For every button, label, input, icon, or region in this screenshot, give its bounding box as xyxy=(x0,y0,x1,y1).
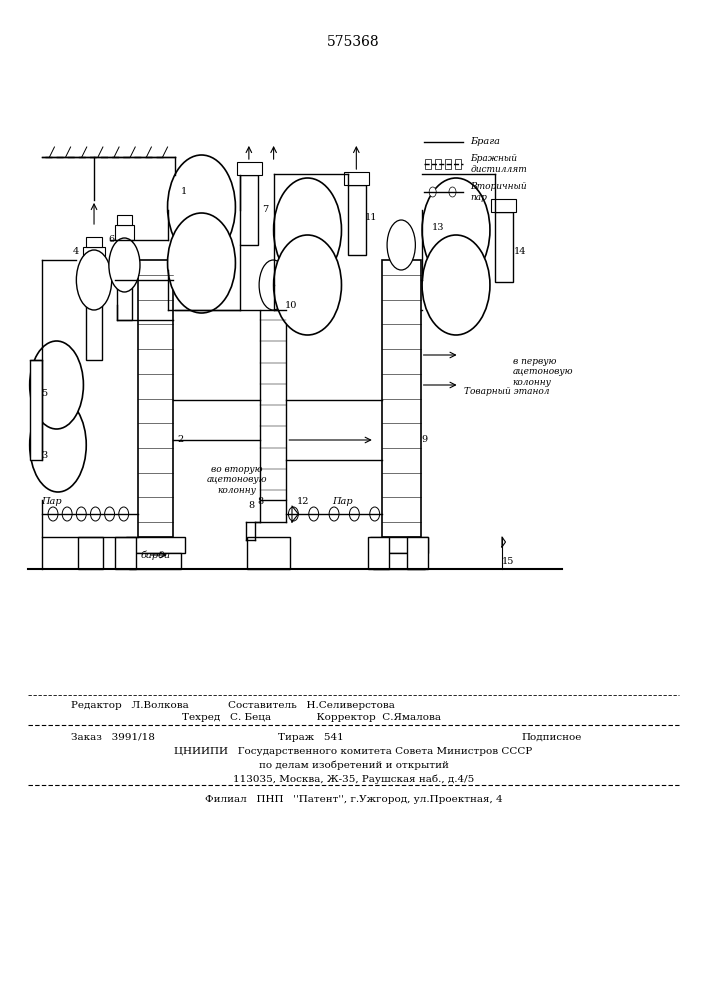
Ellipse shape xyxy=(76,250,112,310)
Text: 4: 4 xyxy=(74,247,79,256)
Text: Подписное: Подписное xyxy=(521,732,582,742)
Bar xyxy=(407,537,428,569)
Circle shape xyxy=(48,507,58,521)
Text: Заказ   3991/18: Заказ 3991/18 xyxy=(71,732,155,742)
Text: Техред   С. Беца              Корректор  С.Ямалова: Техред С. Беца Корректор С.Ямалова xyxy=(182,712,440,722)
Bar xyxy=(348,185,366,255)
Bar xyxy=(495,212,513,282)
Bar xyxy=(237,162,262,175)
Circle shape xyxy=(329,507,339,521)
Ellipse shape xyxy=(30,341,83,429)
Bar xyxy=(115,537,136,569)
Bar xyxy=(138,260,173,537)
Bar xyxy=(435,159,440,169)
Ellipse shape xyxy=(422,235,490,335)
Ellipse shape xyxy=(109,238,140,292)
Circle shape xyxy=(449,187,456,197)
Text: 2: 2 xyxy=(177,436,183,444)
Text: 15: 15 xyxy=(501,558,514,566)
Text: 3: 3 xyxy=(42,450,47,460)
Bar xyxy=(83,247,105,265)
Circle shape xyxy=(76,507,86,521)
Text: Тираж   541: Тираж 541 xyxy=(279,732,344,742)
Text: 10: 10 xyxy=(285,300,298,310)
Text: 1: 1 xyxy=(181,188,187,196)
Circle shape xyxy=(370,507,380,521)
Bar xyxy=(247,537,290,569)
Bar xyxy=(344,172,369,185)
Ellipse shape xyxy=(259,260,287,310)
Text: Филиал   ПНП   ''Патент'', г.Ужгород, ул.Проектная, 4: Филиал ПНП ''Патент'', г.Ужгород, ул.Про… xyxy=(205,794,502,804)
Bar xyxy=(368,537,389,569)
Text: 5: 5 xyxy=(41,388,47,397)
Circle shape xyxy=(429,187,436,197)
Bar xyxy=(30,360,42,460)
Text: 7: 7 xyxy=(262,206,268,215)
Bar xyxy=(373,553,425,569)
Bar xyxy=(370,537,428,553)
Text: Товарный этанол: Товарный этанол xyxy=(464,387,550,396)
Ellipse shape xyxy=(387,220,415,270)
Bar xyxy=(115,225,134,240)
Ellipse shape xyxy=(422,178,490,282)
Ellipse shape xyxy=(168,155,235,259)
Bar xyxy=(129,553,181,569)
Ellipse shape xyxy=(168,213,235,313)
Bar xyxy=(240,175,258,245)
Bar xyxy=(455,159,461,169)
Bar xyxy=(260,310,286,500)
Ellipse shape xyxy=(30,398,86,492)
Text: во вторую
ацетоновую
колонну: во вторую ацетоновую колонну xyxy=(206,465,267,495)
Circle shape xyxy=(90,507,100,521)
Text: Пар: Пар xyxy=(41,496,62,506)
Bar xyxy=(117,240,132,320)
Bar xyxy=(491,199,516,212)
Text: 11: 11 xyxy=(365,214,378,223)
Text: Бражный
дистиллят: Бражный дистиллят xyxy=(470,154,527,174)
Ellipse shape xyxy=(274,178,341,282)
Text: ЦНИИПИ   Государственного комитета Совета Министров СССР: ЦНИИПИ Государственного комитета Совета … xyxy=(175,746,532,756)
Text: 8: 8 xyxy=(248,500,254,510)
Text: 6: 6 xyxy=(109,235,115,244)
Circle shape xyxy=(119,507,129,521)
Text: 13: 13 xyxy=(432,223,445,232)
Circle shape xyxy=(309,507,319,521)
Text: 575368: 575368 xyxy=(327,35,380,49)
Text: Составитель   Н.Селиверстова: Составитель Н.Селиверстова xyxy=(228,700,395,710)
Text: Редактор   Л.Волкова: Редактор Л.Волкова xyxy=(71,700,189,710)
Text: барда: барда xyxy=(141,550,170,560)
Ellipse shape xyxy=(274,235,341,335)
Bar xyxy=(126,537,185,553)
Bar xyxy=(78,537,103,569)
Circle shape xyxy=(62,507,72,521)
Bar xyxy=(425,159,431,169)
Text: 14: 14 xyxy=(513,247,526,256)
Circle shape xyxy=(288,507,298,521)
Text: 113035, Москва, Ж-35, Раушская наб., д.4/5: 113035, Москва, Ж-35, Раушская наб., д.4… xyxy=(233,774,474,784)
Bar xyxy=(445,159,451,169)
Text: по делам изобретений и открытий: по делам изобретений и открытий xyxy=(259,760,448,770)
Text: в первую
ацетоновую
колонну: в первую ацетоновую колонну xyxy=(513,357,573,387)
Text: 8: 8 xyxy=(257,497,263,506)
Text: 12: 12 xyxy=(296,496,309,506)
Bar xyxy=(117,215,132,225)
Text: Пар: Пар xyxy=(332,496,354,506)
Text: 9: 9 xyxy=(421,436,427,444)
Bar xyxy=(86,265,102,360)
Circle shape xyxy=(105,507,115,521)
Bar xyxy=(382,260,421,537)
Text: Вторичный
пар: Вторичный пар xyxy=(470,182,527,202)
Bar xyxy=(86,237,102,247)
Text: Брага: Брага xyxy=(470,137,500,146)
Circle shape xyxy=(349,507,359,521)
